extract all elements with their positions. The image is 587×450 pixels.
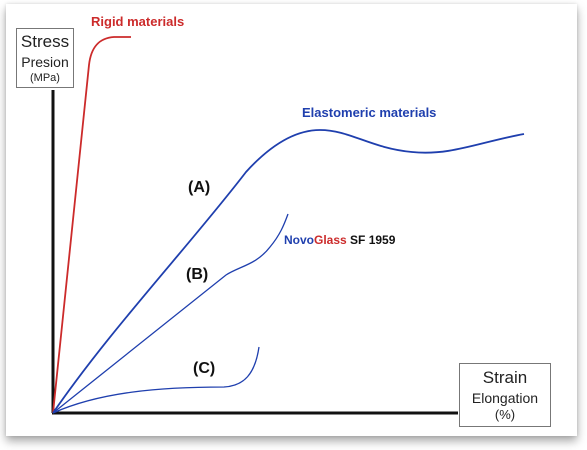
series-label-a: (A): [188, 179, 210, 196]
series-label-b: (B): [186, 266, 208, 283]
series-label-rigid: Rigid materials: [91, 14, 184, 29]
y-axis-unit: (MPa): [30, 72, 60, 85]
x-axis-subtitle: Elongation: [471, 389, 539, 406]
series-line-elastomeric-a: [52, 129, 525, 414]
y-axis-subtitle: Presion: [21, 53, 69, 70]
series-line-b: [52, 213, 289, 414]
series-label-elastomeric: Elastomeric materials: [302, 105, 436, 120]
series-label-c: (C): [193, 360, 215, 377]
y-axis-label: Stress Presion (MPa): [16, 28, 74, 88]
y-axis-title: Stress: [20, 32, 70, 51]
x-axis-label: Strain Elongation (%): [459, 363, 551, 427]
annotation-novoglass: NovoGlass SF 1959: [284, 233, 396, 247]
annotation-glass: Glass: [314, 233, 347, 247]
annotation-rest: SF 1959: [347, 233, 396, 247]
series-line-c: [52, 346, 260, 414]
series-line-rigid: [52, 36, 131, 414]
x-axis-unit: (%): [494, 407, 516, 423]
x-axis-title: Strain: [482, 368, 528, 387]
annotation-novo: Novo: [284, 233, 314, 247]
